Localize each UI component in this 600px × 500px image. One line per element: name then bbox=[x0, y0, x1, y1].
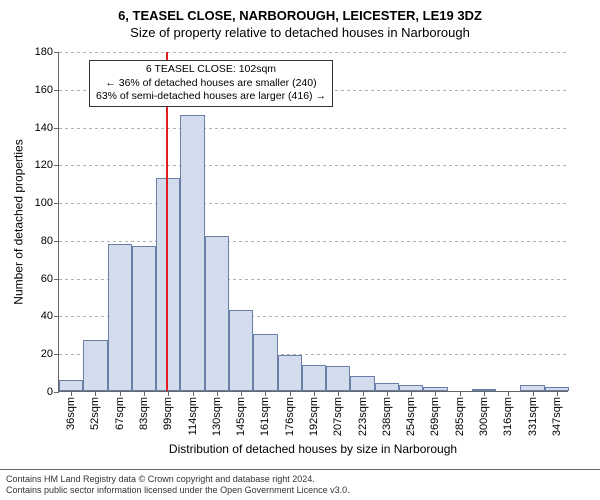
footer-line1: Contains HM Land Registry data © Crown c… bbox=[6, 474, 594, 486]
chart-area: 6 TEASEL CLOSE: 102sqm ← 36% of detached… bbox=[58, 52, 568, 392]
footer: Contains HM Land Registry data © Crown c… bbox=[0, 469, 600, 500]
y-tick-label: 40 bbox=[41, 310, 53, 322]
x-tick-mark bbox=[338, 391, 339, 396]
gridline bbox=[59, 165, 568, 166]
y-tick-mark bbox=[54, 128, 59, 129]
x-tick-label: 347sqm bbox=[551, 397, 563, 436]
x-tick-mark bbox=[411, 391, 412, 396]
histogram-bar bbox=[83, 340, 107, 391]
histogram-bar bbox=[302, 365, 326, 391]
y-tick-label: 160 bbox=[35, 84, 53, 96]
y-tick-label: 100 bbox=[35, 197, 53, 209]
x-tick-label: 52sqm bbox=[89, 397, 101, 430]
x-tick-label: 269sqm bbox=[429, 397, 441, 436]
y-tick-label: 20 bbox=[41, 348, 53, 360]
histogram-bar bbox=[229, 310, 253, 391]
gridline bbox=[59, 203, 568, 204]
chart-subtitle: Size of property relative to detached ho… bbox=[0, 23, 600, 40]
y-tick-mark bbox=[54, 203, 59, 204]
histogram-bar bbox=[108, 244, 132, 391]
y-tick-mark bbox=[54, 90, 59, 91]
x-tick-mark bbox=[314, 391, 315, 396]
x-tick-mark bbox=[217, 391, 218, 396]
x-axis-label: Distribution of detached houses by size … bbox=[58, 442, 568, 456]
x-tick-mark bbox=[241, 391, 242, 396]
x-tick-mark bbox=[290, 391, 291, 396]
x-tick-label: 300sqm bbox=[478, 397, 490, 436]
y-tick-mark bbox=[54, 354, 59, 355]
histogram-bar bbox=[132, 246, 156, 391]
y-tick-label: 120 bbox=[35, 159, 53, 171]
x-tick-mark bbox=[363, 391, 364, 396]
x-tick-mark bbox=[265, 391, 266, 396]
y-tick-label: 80 bbox=[41, 235, 53, 247]
histogram-bar bbox=[326, 366, 350, 391]
y-tick-mark bbox=[54, 52, 59, 53]
histogram-bar bbox=[156, 178, 180, 391]
x-tick-mark bbox=[435, 391, 436, 396]
x-tick-mark bbox=[95, 391, 96, 396]
x-tick-mark bbox=[144, 391, 145, 396]
histogram-bar bbox=[253, 334, 277, 391]
annotation-line2: ← 36% of detached houses are smaller (24… bbox=[96, 77, 326, 91]
y-tick-mark bbox=[54, 279, 59, 280]
x-tick-mark bbox=[557, 391, 558, 396]
x-tick-label: 99sqm bbox=[162, 397, 174, 430]
histogram-bar bbox=[59, 380, 83, 391]
x-tick-mark bbox=[193, 391, 194, 396]
annotation-box: 6 TEASEL CLOSE: 102sqm ← 36% of detached… bbox=[89, 60, 333, 107]
x-tick-mark bbox=[120, 391, 121, 396]
annotation-line1: 6 TEASEL CLOSE: 102sqm bbox=[96, 63, 326, 77]
y-tick-label: 180 bbox=[35, 46, 53, 58]
x-tick-label: 207sqm bbox=[332, 397, 344, 436]
x-tick-mark bbox=[508, 391, 509, 396]
x-tick-mark bbox=[484, 391, 485, 396]
histogram-bar bbox=[205, 236, 229, 391]
y-tick-label: 0 bbox=[47, 386, 53, 398]
chart-title: 6, TEASEL CLOSE, NARBOROUGH, LEICESTER, … bbox=[0, 0, 600, 23]
x-tick-label: 331sqm bbox=[527, 397, 539, 436]
x-tick-label: 161sqm bbox=[259, 397, 271, 436]
x-tick-label: 192sqm bbox=[308, 397, 320, 436]
x-tick-label: 285sqm bbox=[454, 397, 466, 436]
x-tick-label: 36sqm bbox=[65, 397, 77, 430]
x-tick-label: 114sqm bbox=[187, 397, 199, 435]
x-tick-label: 176sqm bbox=[284, 397, 296, 436]
histogram-bar bbox=[350, 376, 374, 391]
histogram-bar bbox=[278, 355, 302, 391]
y-axis-label: Number of detached properties bbox=[12, 52, 26, 392]
gridline bbox=[59, 241, 568, 242]
x-tick-label: 316sqm bbox=[502, 397, 514, 436]
y-tick-mark bbox=[54, 392, 59, 393]
gridline bbox=[59, 128, 568, 129]
x-tick-mark bbox=[71, 391, 72, 396]
y-tick-label: 140 bbox=[35, 122, 53, 134]
x-tick-label: 254sqm bbox=[405, 397, 417, 436]
chart-container: 6, TEASEL CLOSE, NARBOROUGH, LEICESTER, … bbox=[0, 0, 600, 500]
x-tick-mark bbox=[460, 391, 461, 396]
histogram-bar bbox=[180, 115, 204, 391]
histogram-bar bbox=[375, 383, 399, 391]
x-tick-label: 238sqm bbox=[381, 397, 393, 436]
y-tick-mark bbox=[54, 316, 59, 317]
x-tick-mark bbox=[168, 391, 169, 396]
y-tick-mark bbox=[54, 165, 59, 166]
x-tick-label: 83sqm bbox=[138, 397, 150, 430]
y-tick-label: 60 bbox=[41, 273, 53, 285]
annotation-line3: 63% of semi-detached houses are larger (… bbox=[96, 90, 326, 104]
gridline bbox=[59, 52, 568, 53]
plot-region: 6 TEASEL CLOSE: 102sqm ← 36% of detached… bbox=[58, 52, 568, 392]
footer-line2: Contains public sector information licen… bbox=[6, 485, 594, 497]
x-tick-label: 145sqm bbox=[235, 397, 247, 436]
x-tick-mark bbox=[533, 391, 534, 396]
x-tick-label: 67sqm bbox=[114, 397, 126, 430]
x-tick-mark bbox=[387, 391, 388, 396]
y-tick-mark bbox=[54, 241, 59, 242]
x-tick-label: 223sqm bbox=[357, 397, 369, 436]
x-tick-label: 130sqm bbox=[211, 397, 223, 436]
